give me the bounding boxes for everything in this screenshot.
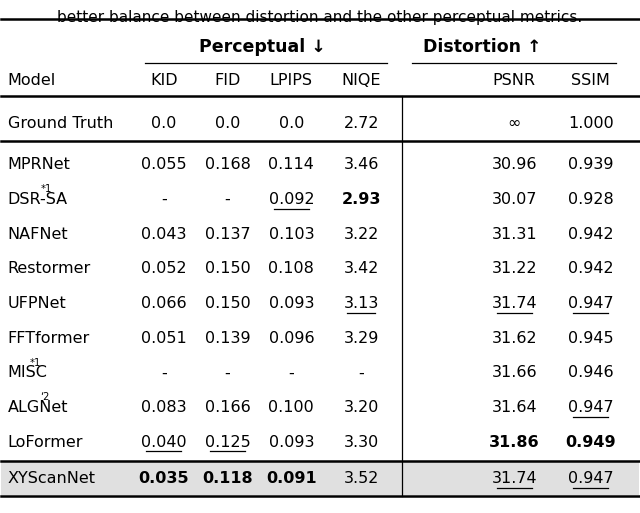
Text: ∞: ∞ <box>508 116 521 131</box>
Text: 0.091: 0.091 <box>266 471 317 486</box>
Text: MPRNet: MPRNet <box>8 157 70 172</box>
Text: FID: FID <box>214 73 241 88</box>
Text: DSR-SA: DSR-SA <box>8 192 68 207</box>
Text: 0.0: 0.0 <box>151 116 177 131</box>
Text: 31.64: 31.64 <box>492 400 537 415</box>
Text: 3.20: 3.20 <box>344 400 379 415</box>
Text: 0.100: 0.100 <box>268 400 314 415</box>
Text: ALGNet: ALGNet <box>8 400 68 415</box>
Text: 0.040: 0.040 <box>141 435 187 450</box>
Text: Restormer: Restormer <box>8 261 91 276</box>
Text: 0.093: 0.093 <box>269 435 314 450</box>
Text: SSIM: SSIM <box>572 73 611 88</box>
Text: better balance between distortion and the other perceptual metrics.: better balance between distortion and th… <box>58 10 582 25</box>
Text: 0.051: 0.051 <box>141 331 187 346</box>
Text: 1.000: 1.000 <box>568 116 614 131</box>
Text: 31.66: 31.66 <box>492 365 537 380</box>
Text: 3.42: 3.42 <box>344 261 379 276</box>
Text: KID: KID <box>150 73 178 88</box>
Text: 0.125: 0.125 <box>205 435 250 450</box>
Text: -: - <box>161 192 167 207</box>
Text: 3.30: 3.30 <box>344 435 379 450</box>
Text: 0.947: 0.947 <box>568 296 614 311</box>
Text: 0.928: 0.928 <box>568 192 614 207</box>
Text: MISC: MISC <box>8 365 47 380</box>
Text: 0.168: 0.168 <box>205 157 250 172</box>
Text: 0.137: 0.137 <box>205 227 250 242</box>
Text: 0.035: 0.035 <box>139 471 189 486</box>
Text: *1: *1 <box>40 184 52 194</box>
Text: 0.945: 0.945 <box>568 331 614 346</box>
Text: 0.166: 0.166 <box>205 400 250 415</box>
Text: NIQE: NIQE <box>342 73 381 88</box>
Text: 0.939: 0.939 <box>568 157 614 172</box>
Text: 0.043: 0.043 <box>141 227 187 242</box>
Text: ‘2: ‘2 <box>40 392 50 402</box>
Text: 0.0: 0.0 <box>278 116 304 131</box>
Text: -: - <box>161 365 167 380</box>
Text: 3.22: 3.22 <box>344 227 379 242</box>
Text: 0.947: 0.947 <box>568 471 614 486</box>
Text: 0.949: 0.949 <box>566 435 616 450</box>
Text: -: - <box>358 365 364 380</box>
Text: 3.29: 3.29 <box>344 331 379 346</box>
Text: 31.22: 31.22 <box>492 261 537 276</box>
Text: -: - <box>225 192 230 207</box>
Text: *1: *1 <box>29 358 41 368</box>
Text: 0.946: 0.946 <box>568 365 614 380</box>
Text: 0.092: 0.092 <box>269 192 314 207</box>
Text: 31.31: 31.31 <box>492 227 537 242</box>
Text: 30.96: 30.96 <box>492 157 537 172</box>
Text: 0.0: 0.0 <box>215 116 240 131</box>
Text: Model: Model <box>8 73 56 88</box>
Text: 3.13: 3.13 <box>344 296 379 311</box>
Text: 0.114: 0.114 <box>268 157 314 172</box>
Text: UFPNet: UFPNet <box>8 296 67 311</box>
Text: 0.093: 0.093 <box>269 296 314 311</box>
Text: 3.46: 3.46 <box>344 157 379 172</box>
Text: 0.942: 0.942 <box>568 261 614 276</box>
Text: -: - <box>289 365 294 380</box>
Text: 0.118: 0.118 <box>202 471 253 486</box>
Text: 0.139: 0.139 <box>205 331 250 346</box>
Text: 0.052: 0.052 <box>141 261 187 276</box>
Text: LoFormer: LoFormer <box>8 435 83 450</box>
Text: 31.74: 31.74 <box>492 296 537 311</box>
Text: Perceptual ↓: Perceptual ↓ <box>199 38 326 56</box>
Text: 0.150: 0.150 <box>205 296 250 311</box>
Text: 0.108: 0.108 <box>268 261 314 276</box>
Text: -: - <box>225 365 230 380</box>
Text: 2.72: 2.72 <box>344 116 379 131</box>
Text: 31.74: 31.74 <box>492 471 537 486</box>
Text: 2.93: 2.93 <box>342 192 381 207</box>
Text: 0.103: 0.103 <box>269 227 314 242</box>
Text: 0.947: 0.947 <box>568 400 614 415</box>
Text: XYScanNet: XYScanNet <box>8 471 96 486</box>
Text: 0.096: 0.096 <box>269 331 314 346</box>
Text: 3.52: 3.52 <box>344 471 379 486</box>
Text: Ground Truth: Ground Truth <box>8 116 113 131</box>
Text: Distortion ↑: Distortion ↑ <box>423 38 541 56</box>
Text: 30.07: 30.07 <box>492 192 537 207</box>
Text: 0.942: 0.942 <box>568 227 614 242</box>
Text: 0.150: 0.150 <box>205 261 250 276</box>
Text: 31.62: 31.62 <box>492 331 537 346</box>
Bar <box>1 462 639 496</box>
Text: FFTformer: FFTformer <box>8 331 90 346</box>
Text: 0.066: 0.066 <box>141 296 187 311</box>
Text: 0.055: 0.055 <box>141 157 187 172</box>
Text: 31.86: 31.86 <box>489 435 540 450</box>
Text: NAFNet: NAFNet <box>8 227 68 242</box>
Text: LPIPS: LPIPS <box>270 73 313 88</box>
Text: PSNR: PSNR <box>493 73 536 88</box>
Text: 0.083: 0.083 <box>141 400 187 415</box>
